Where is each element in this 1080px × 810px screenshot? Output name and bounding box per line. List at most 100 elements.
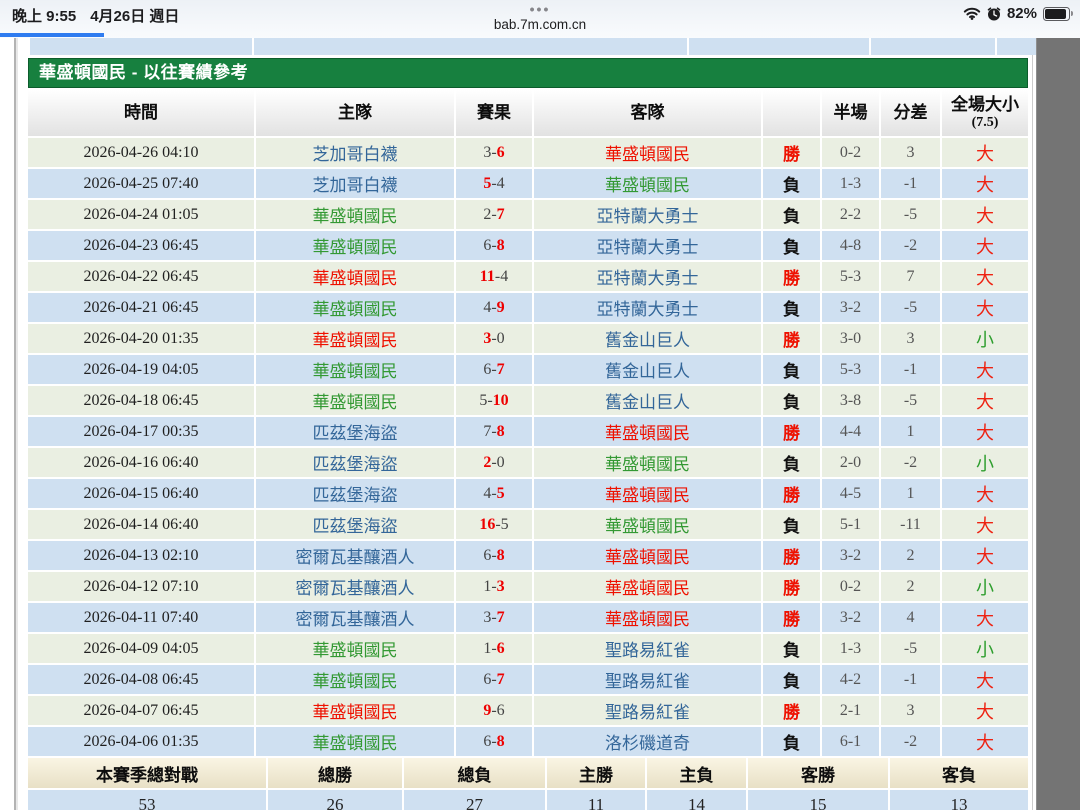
home-score: 5 (479, 391, 488, 409)
summary-value-cell: 53 (28, 790, 268, 810)
home-score: 3 (483, 143, 492, 161)
score-dash: - (491, 205, 497, 223)
result-cell: 負 (763, 355, 822, 384)
point-diff-cell: 4 (881, 603, 942, 632)
status-bar: 晚上 9:55 4月26日 週日 ••• bab.7m.com.cn 82% (0, 0, 1080, 38)
half-time-score-cell: 0-2 (822, 138, 881, 167)
half-time-score-cell: 0-2 (822, 572, 881, 601)
result-row: 2026-04-09 04:05 華盛頓國民 1-6 聖路易紅雀負 1-3 -5 小 (28, 634, 1028, 663)
score-cell: 6-8 (456, 727, 534, 756)
column-header (763, 90, 822, 136)
result-cell: 負 (763, 200, 822, 229)
away-score: 9 (496, 298, 505, 316)
point-diff-cell: 3 (881, 138, 942, 167)
over-under-cell: 小 (942, 324, 1028, 353)
score-dash: - (491, 639, 497, 657)
column-header-over-under: 全場大小 (7.5) (942, 90, 1028, 136)
time-cell: 2026-04-17 00:35 (28, 417, 256, 446)
result-cell: 負 (763, 169, 822, 198)
away-score: 0 (496, 453, 505, 471)
home-score: 9 (483, 701, 492, 719)
score-dash: - (491, 298, 497, 316)
page-menu-dots[interactable]: ••• (529, 1, 551, 17)
score-dash: - (491, 236, 497, 254)
home-team-cell: 華盛頓國民 (256, 355, 456, 384)
half-time-score-cell: 6-1 (822, 727, 881, 756)
result-cell: 勝 (763, 572, 822, 601)
result-row: 2026-04-22 06:45 華盛頓國民 11-4 亞特蘭大勇士勝 5-3 7 大 (28, 262, 1028, 291)
status-time: 晚上 9:55 (12, 8, 77, 25)
score-cell: 2-0 (456, 448, 534, 477)
result-row: 2026-04-16 06:40 匹茲堡海盜 2-0 華盛頓國民負 2-0 -2 小 (28, 448, 1028, 477)
home-team-cell: 華盛頓國民 (256, 665, 456, 694)
home-score: 6 (483, 236, 492, 254)
score-cell: 6-7 (456, 355, 534, 384)
away-score: 5 (500, 515, 509, 533)
home-team-cell: 匹茲堡海盜 (256, 448, 456, 477)
wifi-icon (963, 7, 981, 20)
half-time-score-cell: 3-2 (822, 293, 881, 322)
time-cell: 2026-04-22 06:45 (28, 262, 256, 291)
result-row: 2026-04-08 06:45 華盛頓國民 6-7 聖路易紅雀負 4-2 -1 大 (28, 665, 1028, 694)
half-time-score-cell: 3-2 (822, 541, 881, 570)
result-row: 2026-04-15 06:40 匹茲堡海盜 4-5 華盛頓國民勝 4-5 1 大 (28, 479, 1028, 508)
over-under-cell: 大 (942, 386, 1028, 415)
point-diff-cell: 3 (881, 696, 942, 725)
score-cell: 5-4 (456, 169, 534, 198)
home-score: 6 (483, 732, 492, 750)
battery-percent: 82% (1006, 5, 1037, 22)
scrollbar-gutter[interactable] (1036, 38, 1080, 810)
address-bar-url[interactable]: bab.7m.com.cn (493, 17, 587, 32)
time-cell: 2026-04-23 06:45 (28, 231, 256, 260)
alarm-icon (987, 6, 1001, 20)
result-row: 2026-04-21 06:45 華盛頓國民 4-9 亞特蘭大勇士負 3-2 -5 大 (28, 293, 1028, 322)
home-score: 7 (483, 422, 492, 440)
score-dash: - (491, 143, 497, 161)
score-cell: 7-8 (456, 417, 534, 446)
home-team-cell: 芝加哥白襪 (256, 138, 456, 167)
away-score: 8 (496, 236, 505, 254)
summary-header-cell: 客負 (890, 758, 1028, 788)
score-dash: - (495, 515, 501, 533)
point-diff-cell: -1 (881, 665, 942, 694)
over-under-cell: 大 (942, 200, 1028, 229)
score-dash: - (491, 329, 497, 347)
home-team-cell: 匹茲堡海盜 (256, 479, 456, 508)
summary-header-row: 本賽季總對戰 總勝 總負 主勝 主負 客勝 客負 (28, 758, 1028, 788)
score-cell: 3-6 (456, 138, 534, 167)
half-time-score-cell: 3-0 (822, 324, 881, 353)
over-under-cell: 小 (942, 448, 1028, 477)
point-diff-cell: 1 (881, 479, 942, 508)
home-team-cell: 密爾瓦基釀酒人 (256, 603, 456, 632)
status-icons: 82% (963, 5, 1073, 22)
result-cell: 勝 (763, 603, 822, 632)
point-diff-cell: 1 (881, 417, 942, 446)
away-team-cell: 華盛頓國民 (534, 541, 763, 570)
score-dash: - (491, 670, 497, 688)
time-cell: 2026-04-26 04:10 (28, 138, 256, 167)
point-diff-cell: -5 (881, 200, 942, 229)
over-under-cell: 大 (942, 727, 1028, 756)
half-time-score-cell: 2-0 (822, 448, 881, 477)
score-dash: - (491, 174, 497, 192)
column-header: 半場 (822, 90, 881, 136)
away-score: 7 (496, 670, 505, 688)
home-team-cell: 華盛頓國民 (256, 231, 456, 260)
time-cell: 2026-04-19 04:05 (28, 355, 256, 384)
point-diff-cell: -5 (881, 293, 942, 322)
point-diff-cell: -5 (881, 386, 942, 415)
column-header: 分差 (881, 90, 942, 136)
score-cell: 3-0 (456, 324, 534, 353)
status-time-date: 晚上 9:55 4月26日 週日 (12, 5, 193, 26)
time-cell: 2026-04-25 07:40 (28, 169, 256, 198)
summary-value-cell: 11 (547, 790, 647, 810)
score-dash: - (491, 422, 497, 440)
summary-header-cell: 總勝 (268, 758, 404, 788)
home-score: 3 (483, 329, 492, 347)
over-under-cell: 小 (942, 634, 1028, 663)
away-team-cell: 舊金山巨人 (534, 324, 763, 353)
home-score: 4 (483, 484, 492, 502)
result-cell: 負 (763, 665, 822, 694)
time-cell: 2026-04-12 07:10 (28, 572, 256, 601)
